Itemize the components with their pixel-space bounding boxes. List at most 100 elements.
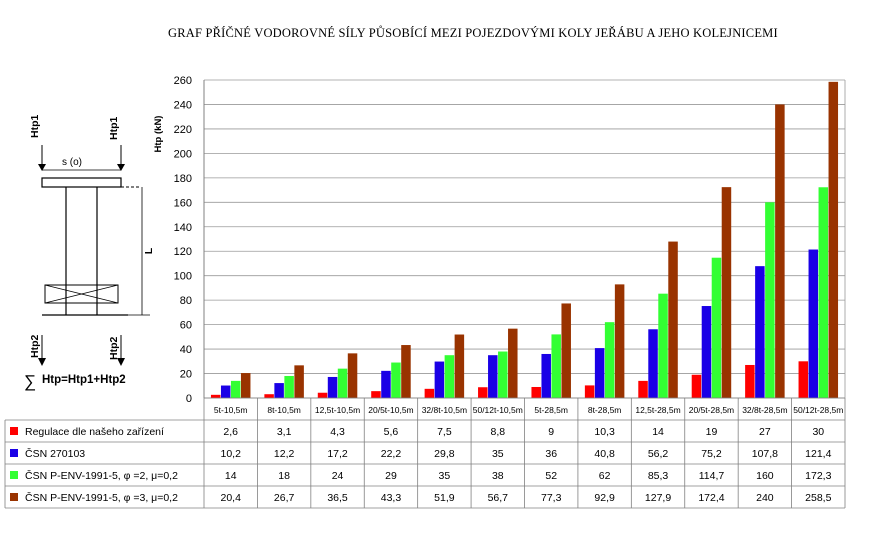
htp-formula: Htp=Htp1+Htp2 [42, 374, 126, 386]
htp2-left-label: Htp2 [29, 335, 41, 358]
data-label: 10,3 [594, 426, 615, 438]
category-label: 8t-28,5m [588, 405, 622, 415]
bar [531, 386, 541, 398]
bar [755, 266, 765, 398]
data-label: 38 [492, 470, 504, 482]
bar [274, 383, 284, 398]
y-tick-label: 20 [180, 369, 192, 381]
bar [337, 368, 348, 398]
category-label: 12,5t-10,5m [315, 405, 360, 415]
data-label: 12,2 [274, 448, 295, 460]
data-label: 114,7 [699, 470, 725, 482]
bar [371, 391, 381, 398]
data-label: 75,2 [701, 448, 722, 460]
span-label: s (o) [62, 157, 82, 168]
category-label: 8t-10,5m [267, 405, 301, 415]
y-tick-label: 220 [174, 124, 192, 136]
bar [240, 373, 251, 398]
y-tick-label: 240 [174, 99, 192, 111]
bar [691, 374, 702, 398]
data-label: 9 [548, 426, 554, 438]
y-tick-label: 40 [180, 344, 192, 356]
gridlines [203, 79, 846, 399]
bar [391, 362, 401, 398]
bar [401, 345, 411, 398]
bar [210, 394, 221, 398]
y-tick-label: 140 [174, 222, 192, 234]
data-label: 127,9 [645, 492, 671, 504]
category-label: 5t-10,5m [214, 405, 248, 415]
y-tick-label: 160 [174, 197, 192, 209]
crane-top-beam [41, 177, 122, 188]
data-label: 27 [759, 426, 771, 438]
bar [381, 370, 391, 398]
data-label: 18 [278, 470, 290, 482]
crane-diagram [38, 145, 150, 366]
bar [551, 334, 561, 398]
data-label: 20,4 [220, 492, 241, 504]
data-label: 3,1 [277, 426, 292, 438]
data-label: 92,9 [594, 492, 615, 504]
bar [604, 322, 615, 398]
bar [561, 303, 571, 398]
data-label: 172,4 [698, 492, 724, 504]
data-label: 7,5 [437, 426, 452, 438]
bar [775, 104, 785, 398]
legend-label: ČSN P-ENV-1991-5, φ =2, μ=0,2 [25, 469, 178, 482]
data-label: 52 [545, 470, 557, 482]
sum-symbol: ∑ [24, 372, 36, 391]
category-label: 12,5t-28,5m [635, 405, 680, 415]
bar [488, 355, 498, 398]
htp2-right-arrowhead [117, 358, 125, 366]
bar [614, 284, 625, 398]
data-label: 26,7 [274, 492, 295, 504]
category-label: 20/5t-10,5m [368, 405, 413, 415]
data-label: 56,2 [648, 448, 669, 460]
legend-swatch [10, 427, 18, 435]
htp2-left-arrowhead [38, 358, 46, 366]
bar [220, 385, 231, 398]
bar [264, 394, 274, 398]
data-table: 5t-10,5m 8t-10,5m 12,5t-10,5m 20/5t-10,5m 32… [4, 397, 846, 509]
htp2-right-label: Htp2 [108, 337, 120, 360]
data-label: 29,8 [434, 448, 455, 460]
data-label: 258,5 [805, 492, 831, 504]
y-tick-label: 260 [174, 75, 192, 87]
htp1-right-arrowhead [117, 164, 125, 171]
y-tick-label: 0 [186, 393, 192, 405]
bar [230, 380, 241, 398]
chart-title: GRAF PŘÍČNÉ VODOROVNÉ SÍLY PŮSOBÍCÍ MEZI… [168, 26, 778, 40]
bar [798, 361, 809, 398]
htp1-left-arrowhead [38, 164, 46, 171]
data-label: 172,3 [805, 470, 831, 482]
y-tick-label: 180 [174, 173, 192, 185]
data-label: 29 [385, 470, 397, 482]
bar [444, 355, 455, 398]
bar [638, 380, 648, 398]
bar [648, 329, 658, 398]
bar [508, 328, 518, 398]
length-label: L [143, 247, 155, 254]
data-label: 77,3 [541, 492, 562, 504]
data-label: 4,3 [330, 426, 345, 438]
data-label: 5,6 [384, 426, 399, 438]
data-label: 35 [492, 448, 504, 460]
legend-label: ČSN P-ENV-1991-5, φ =3, μ=0,2 [25, 491, 178, 504]
bar [498, 351, 508, 398]
bar [701, 306, 712, 398]
bracing-diagonal-2 [44, 284, 119, 304]
category-label: 50/12t-28,5m [793, 405, 843, 415]
bar [808, 249, 819, 398]
data-label: 17,2 [327, 448, 348, 460]
bar [541, 353, 551, 398]
data-label: 121,4 [805, 448, 831, 460]
bar [294, 365, 304, 398]
y-tick-labels: 0 20 40 60 80 100 120 140 160 180 200 220 240 260 [174, 75, 192, 405]
category-label: 50/12t-10,5m [473, 405, 523, 415]
bar [454, 334, 465, 398]
y-tick-label: 60 [180, 320, 192, 332]
bar [478, 387, 488, 398]
legend-swatch [10, 493, 18, 501]
bar [765, 202, 775, 398]
